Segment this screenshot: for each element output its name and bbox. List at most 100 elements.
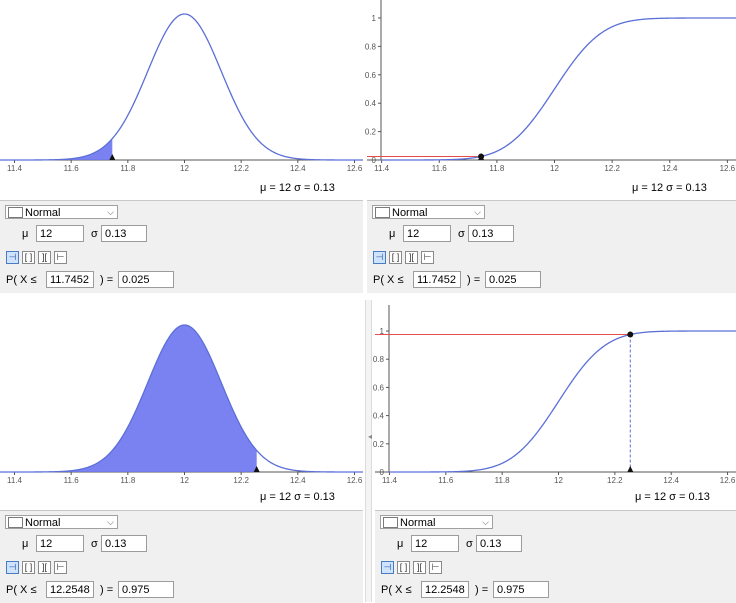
probability-panel-bottom-right: 11.4 11.6 11.8 12 12.2 12.4 12.6 0 0.2 0.4 0.6 0.8 1…: [373, 305, 736, 603]
distribution-select[interactable]: Normal ⌵: [372, 205, 485, 219]
probability-panel-top-right: 11.4 11.6 11.8 12 12.2 12.4 12.6 0 0.2 0.4 0.6 0.8 1…: [365, 0, 736, 293]
x-value-marker: [109, 154, 116, 160]
probability-input[interactable]: 0.975: [493, 581, 549, 598]
right-sided-button[interactable]: ⊢: [54, 251, 67, 264]
y-tick-label: 0.4: [373, 412, 385, 421]
interval-button[interactable]: [ ]: [22, 251, 35, 264]
distribution-stats-label: μ = 12 σ = 0.13: [632, 182, 707, 194]
y-tick-label: 0.2: [365, 128, 377, 137]
probability-prefix: P( X ≤: [6, 274, 37, 286]
pdf-plot[interactable]: 11.4 11.6 11.8 12 12.2 12.4 12.6 μ = 12 σ = 0.1…: [0, 305, 363, 510]
x-tick-label: 11.8: [489, 164, 505, 173]
x-tick-label: 11.4: [7, 476, 23, 485]
density-curve: [0, 13, 363, 161]
x-value-marker: [478, 154, 485, 160]
chevron-down-icon: ⌵: [107, 517, 114, 527]
left-sided-button[interactable]: ⊣: [6, 251, 19, 264]
x-value-input[interactable]: 12.2548: [421, 581, 469, 598]
left-sided-button[interactable]: ⊣: [6, 561, 19, 574]
cdf-plot[interactable]: 11.4 11.6 11.8 12 12.2 12.4 12.6 0 0.2 0.4 0.6 0.8 1…: [365, 0, 736, 200]
x-tick-label: 12.2: [607, 476, 623, 485]
sigma-symbol: σ: [91, 228, 98, 240]
distribution-label: Normal: [25, 517, 61, 529]
split-divider[interactable]: [365, 300, 372, 602]
two-tailed-button[interactable]: ][: [38, 251, 51, 264]
cdf-chart: 11.4 11.6 11.8 12 12.2 12.4 12.6 0 0.2 0.4 0.6 0.8 1…: [365, 0, 736, 194]
y-tick-label: 0.6: [373, 383, 385, 392]
sigma-input[interactable]: 0.13: [101, 535, 147, 552]
mu-input[interactable]: 12: [411, 535, 459, 552]
x-tick-label: 12.4: [663, 476, 679, 485]
y-tick-label: 0: [380, 468, 385, 477]
y-tick-label: 1: [380, 327, 385, 336]
probability-equals: ) =: [100, 274, 114, 286]
left-sided-button[interactable]: ⊣: [381, 561, 394, 574]
y-tick-label: 0: [372, 156, 377, 165]
two-tailed-button[interactable]: ][: [405, 251, 418, 264]
distribution-select[interactable]: Normal ⌵: [5, 205, 118, 219]
x-tick-label: 12: [180, 164, 189, 173]
chevron-down-icon: ⌵: [474, 207, 481, 217]
probability-panel-top-left: 11.4 11.6 11.8 12 12.2 12.4 12.6 μ = 12 σ = 0.1…: [0, 0, 363, 293]
x-tick-label: 12.6: [720, 164, 736, 173]
probability-equals: ) =: [100, 584, 114, 596]
two-tailed-button[interactable]: ][: [38, 561, 51, 574]
sigma-input[interactable]: 0.13: [101, 225, 147, 242]
distribution-label: Normal: [25, 207, 61, 219]
probability-panel-bottom-left: 11.4 11.6 11.8 12 12.2 12.4 12.6 μ = 12 σ = 0.1…: [0, 305, 363, 603]
probability-prefix: P( X ≤: [381, 584, 412, 596]
interval-button[interactable]: [ ]: [389, 251, 402, 264]
probability-input[interactable]: 0.025: [485, 271, 541, 288]
distribution-stats-label: μ = 12 σ = 0.13: [260, 182, 335, 194]
x-value-input[interactable]: 11.7452: [413, 271, 461, 288]
distribution-stats-label: μ = 12 σ = 0.13: [260, 491, 335, 503]
y-tick-label: 0.8: [373, 355, 385, 364]
distribution-select[interactable]: Normal ⌵: [380, 515, 493, 529]
sigma-input[interactable]: 0.13: [468, 225, 514, 242]
x-tick-label: 11.8: [495, 476, 511, 485]
distribution-curve-icon: [8, 517, 23, 528]
x-value-input[interactable]: 12.2548: [46, 581, 94, 598]
control-bar: Normal ⌵ μ 12 σ 0.13 ⊣ [ ] ][ ⊢ P( X ≤ 1…: [0, 510, 363, 603]
pdf-plot[interactable]: 11.4 11.6 11.8 12 12.2 12.4 12.6 μ = 12 σ = 0.1…: [0, 0, 363, 200]
mu-input[interactable]: 12: [403, 225, 451, 242]
x-tick-label: 11.6: [438, 476, 454, 485]
x-tick-label: 12.6: [347, 164, 363, 173]
left-sided-button[interactable]: ⊣: [373, 251, 386, 264]
right-sided-button[interactable]: ⊢: [54, 561, 67, 574]
x-tick-label: 12.6: [720, 476, 736, 485]
interval-button[interactable]: [ ]: [22, 561, 35, 574]
mu-symbol: μ: [22, 228, 29, 240]
probability-equals: ) =: [475, 584, 489, 596]
x-tick-label: 12.4: [290, 476, 306, 485]
two-tailed-button[interactable]: ][: [413, 561, 426, 574]
x-tick-label: 11.8: [120, 164, 136, 173]
sigma-symbol: σ: [458, 228, 465, 240]
y-tick-label: 0.8: [365, 42, 377, 51]
cumulative-curve: [381, 17, 736, 161]
x-value-input[interactable]: 11.7452: [46, 271, 94, 288]
y-tick-label: 0.2: [373, 440, 385, 449]
interval-button[interactable]: [ ]: [397, 561, 410, 574]
mu-input[interactable]: 12: [36, 225, 84, 242]
right-sided-button[interactable]: ⊢: [429, 561, 442, 574]
cdf-plot[interactable]: 11.4 11.6 11.8 12 12.2 12.4 12.6 0 0.2 0.4 0.6 0.8 1…: [373, 305, 736, 510]
distribution-select[interactable]: Normal ⌵: [5, 515, 118, 529]
control-bar: Normal ⌵ μ 12 σ 0.13 ⊣ [ ] ][ ⊢ P( X ≤ 1…: [375, 510, 736, 603]
distribution-stats-label: μ = 12 σ = 0.13: [635, 491, 710, 503]
probability-input[interactable]: 0.025: [118, 271, 174, 288]
sigma-symbol: σ: [91, 538, 98, 550]
x-tick-label: 11.6: [64, 164, 80, 173]
sigma-input[interactable]: 0.13: [476, 535, 522, 552]
collapse-arrow-icon[interactable]: ◂: [368, 432, 373, 441]
probability-input[interactable]: 0.975: [118, 581, 174, 598]
x-tick-label: 12: [180, 476, 189, 485]
right-sided-button[interactable]: ⊢: [421, 251, 434, 264]
mu-input[interactable]: 12: [36, 535, 84, 552]
probability-prefix: P( X ≤: [373, 274, 404, 286]
probability-equals: ) =: [467, 274, 481, 286]
probability-point: [627, 331, 634, 338]
x-tick-label: 11.6: [64, 476, 80, 485]
chevron-down-icon: ⌵: [107, 207, 114, 217]
x-tick-label: 12: [550, 164, 559, 173]
